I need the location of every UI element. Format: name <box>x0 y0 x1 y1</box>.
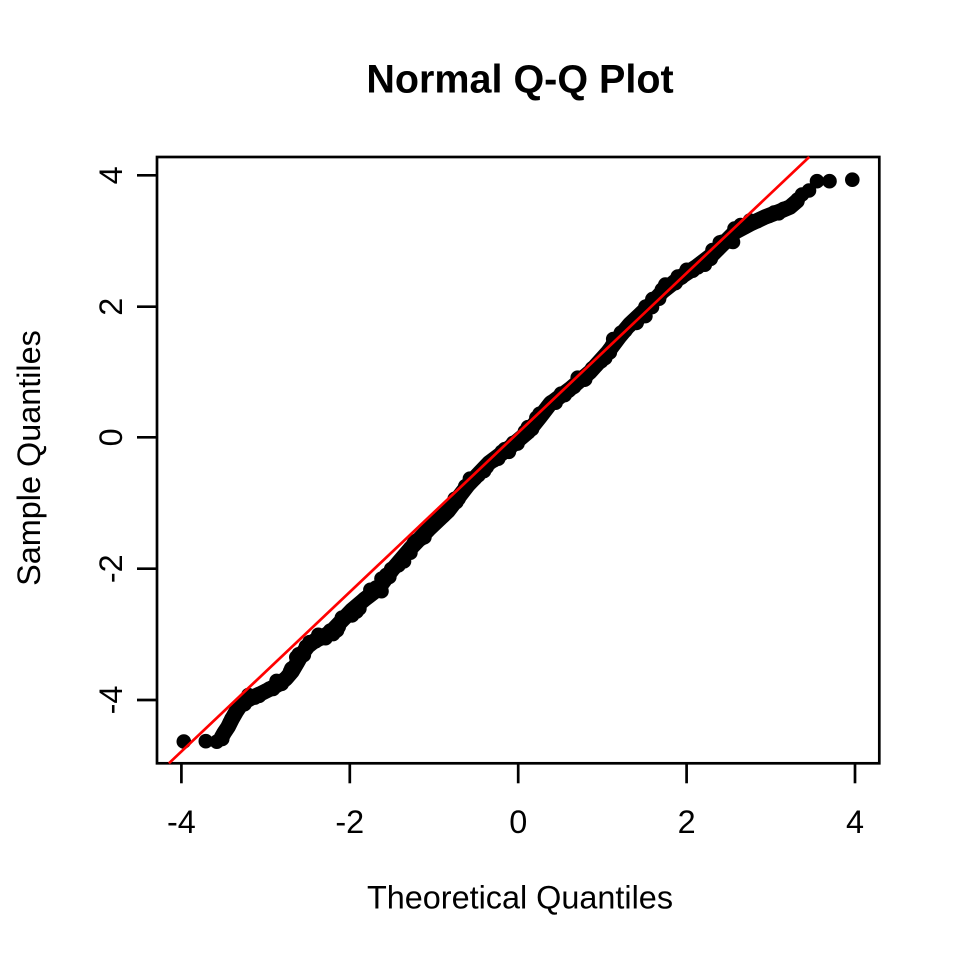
svg-text:4: 4 <box>846 804 864 840</box>
svg-text:0: 0 <box>509 804 527 840</box>
svg-text:Theoretical Quantiles: Theoretical Quantiles <box>367 880 673 916</box>
svg-text:4: 4 <box>93 166 129 184</box>
svg-text:0: 0 <box>93 428 129 446</box>
svg-text:Normal Q-Q Plot: Normal Q-Q Plot <box>366 57 673 101</box>
svg-text:2: 2 <box>93 298 129 316</box>
svg-text:-2: -2 <box>335 804 364 840</box>
svg-text:-4: -4 <box>93 686 129 715</box>
svg-text:Sample Quantiles: Sample Quantiles <box>11 330 47 586</box>
svg-text:-2: -2 <box>93 554 129 583</box>
svg-text:-4: -4 <box>167 804 196 840</box>
svg-text:2: 2 <box>678 804 696 840</box>
